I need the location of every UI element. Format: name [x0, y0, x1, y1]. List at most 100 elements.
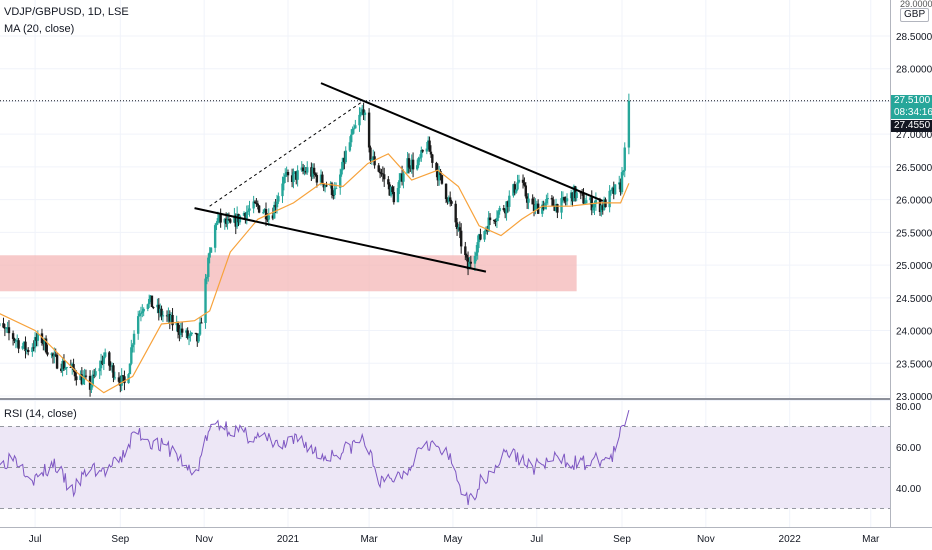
candle-body[interactable]: [79, 374, 82, 381]
candle-body[interactable]: [612, 187, 615, 194]
candle-body[interactable]: [589, 197, 592, 201]
candle-body[interactable]: [266, 219, 269, 221]
candle-body[interactable]: [486, 229, 489, 232]
candle-body[interactable]: [235, 213, 239, 227]
candle-body[interactable]: [234, 215, 237, 227]
candle-body[interactable]: [242, 213, 246, 216]
candle-body[interactable]: [128, 363, 132, 375]
candle-body[interactable]: [618, 182, 621, 185]
candle-body[interactable]: [444, 183, 448, 200]
candle-body[interactable]: [281, 183, 284, 197]
candle-body[interactable]: [285, 171, 288, 175]
candle-body[interactable]: [101, 360, 104, 364]
candle-body[interactable]: [32, 347, 35, 349]
candle-body[interactable]: [552, 199, 555, 207]
candle-body[interactable]: [418, 157, 422, 159]
candle-body[interactable]: [257, 205, 261, 213]
candle-body[interactable]: [150, 295, 154, 308]
candle-body[interactable]: [112, 365, 115, 378]
candle-body[interactable]: [293, 171, 297, 173]
ma-legend[interactable]: MA (20, close): [4, 23, 74, 35]
candle-body[interactable]: [36, 333, 40, 341]
candle-body[interactable]: [363, 112, 367, 115]
candle-body[interactable]: [550, 198, 554, 200]
candle-body[interactable]: [343, 157, 346, 163]
candle-body[interactable]: [620, 172, 624, 193]
candle-body[interactable]: [168, 314, 171, 322]
candle-body[interactable]: [593, 203, 596, 208]
candle-body[interactable]: [523, 182, 526, 186]
candle-body[interactable]: [437, 171, 441, 181]
candle-body[interactable]: [267, 215, 270, 220]
candle-body[interactable]: [117, 377, 121, 382]
candle-body[interactable]: [574, 186, 577, 199]
candle-body[interactable]: [561, 197, 565, 199]
candle-body[interactable]: [409, 167, 412, 169]
candle-body[interactable]: [157, 304, 160, 313]
candle-body[interactable]: [229, 219, 232, 223]
candle-body[interactable]: [113, 377, 117, 379]
candle-body[interactable]: [209, 247, 213, 253]
candle-body[interactable]: [54, 354, 57, 356]
candle-body[interactable]: [198, 322, 202, 335]
candle-body[interactable]: [208, 252, 211, 258]
candle-body[interactable]: [389, 186, 393, 196]
candle-body[interactable]: [494, 220, 497, 222]
candle-body[interactable]: [301, 167, 305, 172]
candle-body[interactable]: [344, 150, 347, 163]
candle-body[interactable]: [146, 304, 150, 309]
candle-body[interactable]: [60, 368, 63, 371]
candle-body[interactable]: [378, 171, 382, 174]
candle-body[interactable]: [244, 213, 247, 219]
candle-body[interactable]: [64, 367, 67, 370]
candle-body[interactable]: [75, 376, 78, 381]
candle-body[interactable]: [623, 147, 626, 171]
candle-body[interactable]: [218, 214, 221, 219]
candle-body[interactable]: [506, 201, 510, 207]
candle-body[interactable]: [333, 188, 336, 196]
candle-body[interactable]: [0, 323, 1, 327]
candle-body[interactable]: [169, 314, 173, 322]
candle-body[interactable]: [370, 159, 374, 161]
candle-body[interactable]: [282, 177, 286, 184]
candle-body[interactable]: [292, 172, 295, 182]
candle-body[interactable]: [454, 203, 457, 223]
candle-body[interactable]: [354, 125, 357, 129]
candle-body[interactable]: [321, 174, 324, 184]
candle-body[interactable]: [2, 323, 5, 328]
candle-body[interactable]: [310, 167, 313, 177]
candle-body[interactable]: [495, 217, 499, 222]
candle-body[interactable]: [542, 204, 545, 210]
candle-body[interactable]: [109, 365, 112, 367]
candle-body[interactable]: [91, 374, 95, 385]
candle-body[interactable]: [425, 148, 429, 152]
candle-body[interactable]: [42, 342, 45, 345]
candle-body[interactable]: [582, 193, 585, 204]
candle-body[interactable]: [391, 186, 394, 193]
candle-body[interactable]: [216, 218, 220, 223]
candle-body[interactable]: [358, 114, 361, 126]
candle-body[interactable]: [367, 112, 371, 148]
candle-body[interactable]: [627, 100, 631, 148]
candle-body[interactable]: [348, 142, 352, 151]
candle-body[interactable]: [396, 188, 400, 203]
candle-body[interactable]: [455, 222, 459, 230]
candle-body[interactable]: [238, 215, 242, 223]
candle-body[interactable]: [560, 198, 563, 213]
candle-body[interactable]: [233, 215, 236, 223]
candle-body[interactable]: [476, 242, 479, 253]
candle-body[interactable]: [213, 225, 217, 248]
candle-body[interactable]: [534, 204, 537, 212]
candle-body[interactable]: [514, 189, 518, 193]
candle-body[interactable]: [256, 203, 259, 206]
candle-body[interactable]: [204, 278, 207, 323]
candle-body[interactable]: [341, 157, 345, 170]
rsi-axis[interactable]: 80.00 60.00 40.00: [896, 402, 921, 495]
candle-body[interactable]: [35, 337, 38, 341]
candle-body[interactable]: [11, 333, 15, 339]
candle-body[interactable]: [583, 203, 587, 205]
candle-body[interactable]: [200, 322, 203, 324]
candle-body[interactable]: [464, 246, 467, 256]
candle-body[interactable]: [108, 352, 111, 366]
candle-body[interactable]: [351, 128, 354, 135]
